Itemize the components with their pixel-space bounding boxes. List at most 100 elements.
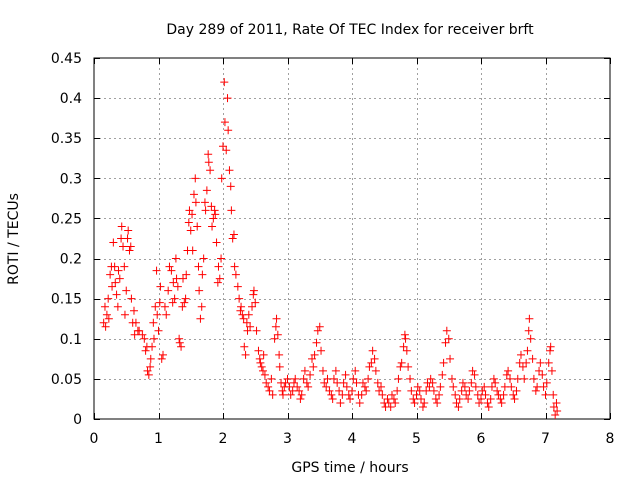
data-point-136 — [256, 358, 265, 367]
data-point-181 — [322, 382, 331, 391]
data-point-153 — [278, 386, 287, 395]
data-point-259 — [446, 354, 455, 363]
data-point-1 — [100, 302, 109, 311]
data-point-285 — [487, 382, 496, 391]
data-point-150 — [275, 350, 284, 359]
data-point-10 — [110, 262, 119, 271]
data-point-8 — [108, 282, 117, 291]
data-point-45 — [152, 266, 161, 275]
data-point-207 — [364, 374, 373, 383]
data-point-284 — [486, 394, 495, 403]
data-point-260 — [447, 374, 456, 383]
data-point-148 — [272, 314, 281, 323]
data-point-231 — [401, 334, 410, 343]
data-point-282 — [483, 398, 492, 407]
data-point-111 — [226, 182, 235, 191]
x-tick-label: 7 — [541, 431, 550, 447]
data-point-276 — [473, 390, 482, 399]
data-point-321 — [544, 358, 553, 367]
data-point-108 — [223, 94, 232, 103]
data-point-35 — [141, 346, 150, 355]
y-tick-label: 0 — [73, 412, 82, 428]
data-point-164 — [295, 386, 304, 395]
data-point-107 — [222, 146, 231, 155]
data-point-237 — [410, 398, 419, 407]
data-point-275 — [471, 382, 480, 391]
data-point-124 — [241, 350, 250, 359]
data-point-103 — [217, 174, 226, 183]
data-point-291 — [497, 398, 506, 407]
data-point-109 — [224, 126, 233, 135]
data-point-123 — [240, 342, 249, 351]
data-point-69 — [181, 294, 190, 303]
data-point-68 — [180, 298, 189, 307]
data-point-141 — [262, 378, 271, 387]
data-points — [99, 78, 562, 419]
data-point-101 — [215, 274, 224, 283]
data-point-202 — [355, 398, 364, 407]
data-point-77 — [189, 190, 198, 199]
data-point-126 — [243, 326, 252, 335]
data-point-118 — [235, 294, 244, 303]
data-point-230 — [400, 330, 409, 339]
data-point-258 — [444, 334, 453, 343]
data-point-242 — [418, 402, 427, 411]
data-point-233 — [404, 362, 413, 371]
data-point-67 — [179, 274, 188, 283]
data-point-33 — [138, 330, 147, 339]
data-point-47 — [154, 326, 163, 335]
data-point-127 — [244, 310, 253, 319]
data-point-6 — [106, 270, 115, 279]
data-point-21 — [122, 286, 131, 295]
data-point-34 — [140, 334, 149, 343]
data-point-125 — [242, 318, 251, 327]
data-point-128 — [246, 322, 255, 331]
data-point-225 — [393, 386, 402, 395]
data-point-11 — [111, 278, 120, 287]
data-point-66 — [178, 302, 187, 311]
data-point-32 — [135, 326, 144, 335]
data-point-210 — [368, 346, 377, 355]
data-point-320 — [542, 378, 551, 387]
data-point-183 — [325, 386, 334, 395]
data-point-278 — [477, 394, 485, 403]
data-point-4 — [104, 294, 113, 303]
data-point-58 — [169, 278, 178, 287]
data-point-39 — [146, 362, 155, 371]
data-point-133 — [252, 326, 261, 335]
data-point-86 — [199, 254, 208, 263]
data-point-253 — [436, 382, 445, 391]
data-point-209 — [367, 358, 376, 367]
data-point-169 — [302, 378, 311, 387]
data-point-304 — [518, 362, 527, 371]
data-point-315 — [535, 366, 544, 375]
data-point-49 — [156, 282, 165, 291]
data-point-277 — [475, 398, 484, 407]
data-point-26 — [127, 294, 136, 303]
data-point-205 — [360, 382, 369, 391]
data-point-41 — [148, 342, 157, 351]
data-point-264 — [454, 402, 463, 411]
data-point-23 — [124, 226, 133, 235]
data-point-85 — [198, 270, 207, 279]
data-point-204 — [358, 378, 367, 387]
data-point-241 — [417, 394, 426, 403]
data-point-75 — [188, 210, 197, 219]
data-point-322 — [546, 346, 555, 355]
data-point-110 — [225, 166, 234, 175]
x-tick-label: 8 — [606, 431, 615, 447]
data-point-299 — [510, 394, 519, 403]
x-tick-label: 6 — [477, 431, 486, 447]
data-point-70 — [182, 270, 191, 279]
data-point-51 — [159, 350, 168, 359]
data-point-52 — [160, 302, 169, 311]
data-point-93 — [207, 202, 216, 211]
data-point-158 — [285, 382, 294, 391]
data-point-3 — [102, 310, 111, 319]
data-point-221 — [386, 402, 395, 411]
data-point-261 — [449, 382, 458, 391]
data-point-190 — [336, 398, 345, 407]
x-tick-label: 0 — [90, 431, 99, 447]
data-point-176 — [313, 326, 322, 335]
data-point-161 — [289, 378, 298, 387]
